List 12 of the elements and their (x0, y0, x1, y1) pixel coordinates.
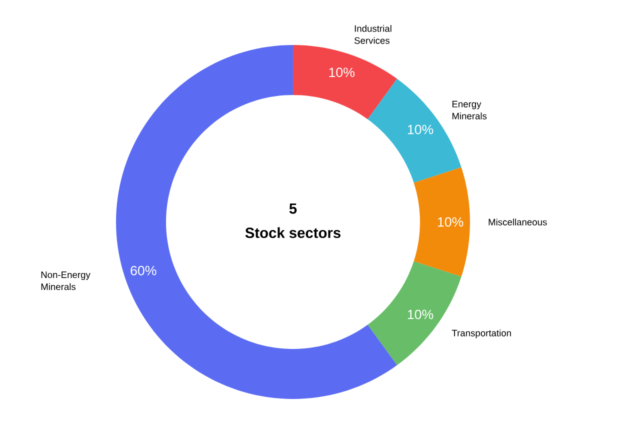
data-label: 10% (329, 68, 354, 78)
slice-label: Transportation (452, 330, 511, 338)
data-label: 10% (408, 310, 434, 320)
text: Stock sectors (245, 227, 340, 238)
slice-label: Miscellaneous (488, 218, 547, 226)
slice-label: Industrial Services (354, 25, 392, 44)
text: 5 (289, 204, 297, 214)
data-label: 10% (438, 217, 464, 227)
data-label: 10% (408, 124, 434, 134)
slice-label: Energy Minerals (452, 100, 487, 120)
slice-label: Non-Energy Minerals (41, 272, 90, 290)
data-label: 60% (130, 266, 156, 276)
